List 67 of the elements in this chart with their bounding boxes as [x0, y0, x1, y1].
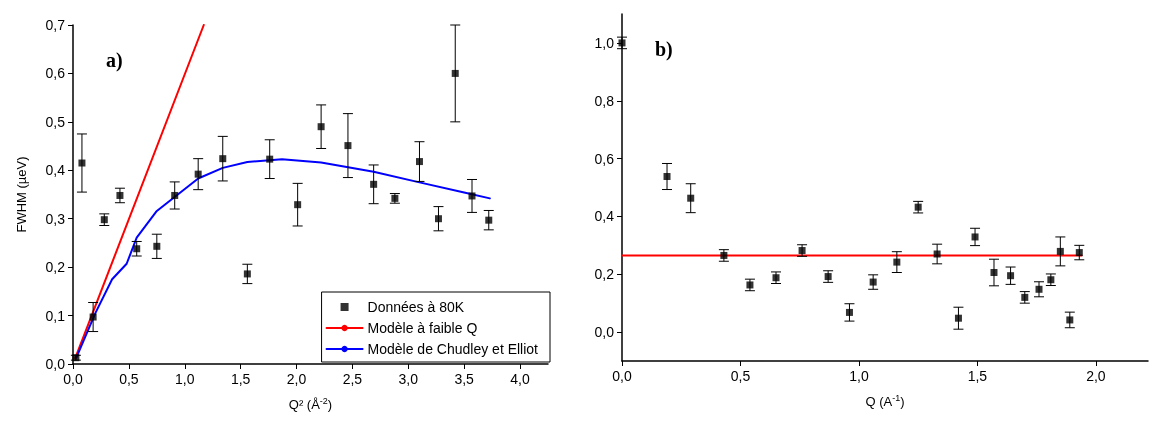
point — [434, 215, 442, 223]
point — [171, 191, 179, 199]
point — [451, 69, 459, 77]
point — [133, 245, 141, 253]
x-tick-label: 3,0 — [398, 371, 419, 387]
point — [153, 242, 161, 250]
point — [1056, 247, 1064, 255]
legend-label: Modèle de Chudley et Elliot — [367, 341, 539, 357]
point — [954, 314, 962, 322]
x-tick-label: 1,5 — [967, 368, 988, 384]
y-tick-label: 0,5 — [45, 113, 66, 130]
y-tick-label: 0,4 — [594, 208, 615, 225]
legend-label: Données à 80K — [367, 299, 465, 315]
point — [344, 142, 352, 150]
point — [933, 250, 941, 258]
point — [116, 191, 124, 199]
x-tick-label: 0,5 — [730, 368, 751, 384]
y-tick-label: 0,4 — [45, 162, 66, 179]
point — [1007, 272, 1015, 280]
y-tick-label: 0,3 — [45, 210, 66, 227]
x-tick-label: 1,0 — [849, 368, 869, 384]
point — [845, 308, 853, 316]
point — [415, 158, 423, 166]
point — [971, 233, 979, 241]
point — [194, 170, 202, 178]
point — [266, 155, 274, 163]
y-tick-label: 0,6 — [45, 65, 66, 82]
x-tick-label: 0,5 — [119, 371, 139, 387]
point — [990, 269, 998, 277]
point — [317, 123, 325, 131]
x-tick-label: 4,0 — [510, 371, 530, 387]
point — [294, 201, 302, 209]
point — [243, 270, 251, 278]
y-tick-label: 0,2 — [45, 259, 66, 276]
point — [1075, 249, 1083, 257]
point — [1035, 285, 1043, 293]
point — [1066, 316, 1074, 324]
y-tick-label: 1,0 — [594, 34, 615, 51]
point — [893, 258, 901, 266]
y-tick-label: 0,8 — [594, 92, 615, 109]
annotation: b) — [655, 38, 673, 61]
legend-label: Modèle à faible Q — [367, 320, 478, 336]
point — [663, 173, 671, 181]
y-tick-label: 0,1 — [45, 307, 66, 324]
point — [687, 194, 695, 202]
point — [370, 180, 378, 188]
y-axis-title: FWHM (µeV) — [14, 156, 29, 233]
point — [869, 278, 877, 286]
y-tick-label: 0,2 — [594, 266, 615, 283]
y-tick-label: 0,7 — [45, 17, 66, 33]
point — [485, 216, 493, 224]
point — [219, 155, 227, 163]
x-tick-label: 3,5 — [454, 371, 475, 387]
x-tick-label: 2,0 — [1086, 368, 1106, 384]
x-tick-label: 2,5 — [342, 371, 363, 387]
y-tick-label: 0,6 — [594, 150, 615, 167]
x-tick-label: 0,0 — [612, 368, 632, 384]
point — [78, 159, 86, 167]
x-tick-label: 1,0 — [175, 371, 195, 387]
point — [468, 192, 476, 200]
annotation: a) — [106, 49, 123, 72]
x-tick-label: 0,0 — [63, 371, 83, 387]
y-tick-label: 0,0 — [45, 356, 66, 372]
x-tick-label: 1,5 — [230, 371, 251, 387]
y-tick-label: 0,0 — [594, 324, 615, 341]
x-tick-label: 2,0 — [286, 371, 307, 387]
point — [89, 313, 97, 321]
